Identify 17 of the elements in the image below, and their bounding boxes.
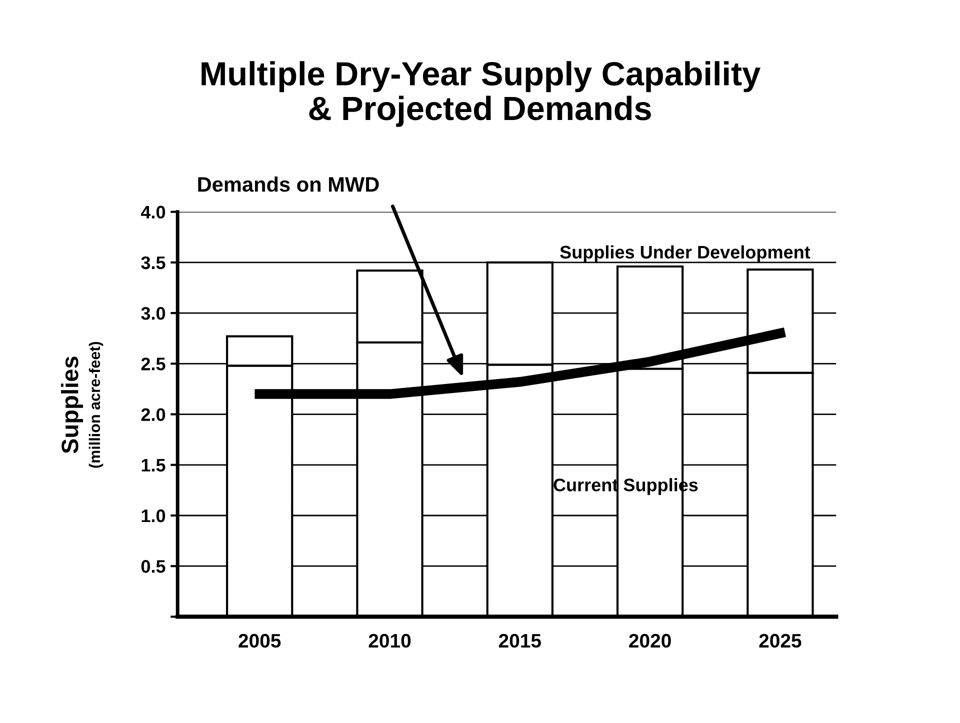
x-tick-label: 2010 <box>368 634 411 648</box>
text: Demands on MWD <box>198 176 379 192</box>
y-tick-label: 1.5 <box>142 459 166 472</box>
y-tick-label: 3.5 <box>141 256 166 270</box>
x-tick-label: 2015 <box>498 634 541 648</box>
x-tick-label: 2005 <box>238 634 281 648</box>
y-tick-label: 1.0 <box>142 509 166 522</box>
y-tick-label: 4.0 <box>140 206 166 219</box>
y-tick-label: 0.5 <box>141 560 166 573</box>
y-tick-label: 2.5 <box>141 358 166 370</box>
x-tick-label: 2025 <box>759 634 802 648</box>
series-label: Supplies Under Development <box>560 245 810 262</box>
y-tick-label: 3.0 <box>141 306 166 320</box>
y-axis-title: Supplies (million acre-feet) <box>60 342 104 468</box>
y-tick-label: 2.0 <box>141 408 166 421</box>
chart-title: Multiple Dry-Year Supply Capability & Projected Demands <box>202 61 760 127</box>
x-tick-label: 2020 <box>629 634 671 648</box>
